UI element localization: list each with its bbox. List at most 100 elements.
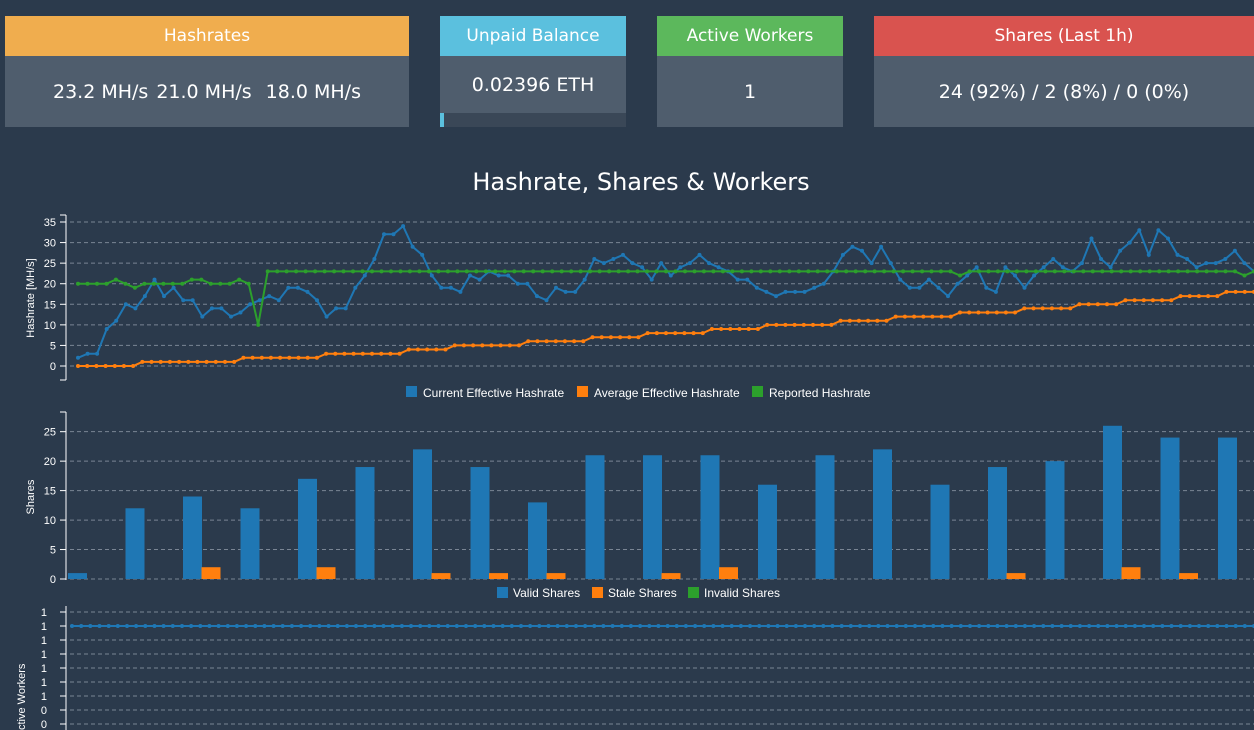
- hashrate-data-point: [1242, 273, 1247, 278]
- hashrates-card-values: 23.2 MH/s 21.0 MH/s 18.0 MH/s: [5, 56, 409, 127]
- hashrate-data-point: [1223, 269, 1228, 274]
- hashrate-data-point: [774, 294, 778, 299]
- workers-data-point: [784, 624, 789, 628]
- workers-data-point: [830, 624, 835, 628]
- workers-data-point: [848, 624, 853, 628]
- workers-data-point: [1178, 624, 1183, 628]
- current-hashrate-value: 23.2 MH/s: [53, 80, 149, 103]
- hashrate-data-point: [976, 310, 981, 315]
- workers-data-point: [170, 624, 175, 628]
- hashrate-data-point: [448, 285, 453, 290]
- hashrate-data-point: [1031, 306, 1036, 311]
- hashrate-data-point: [1003, 310, 1008, 315]
- hashrate-data-point: [132, 285, 137, 290]
- hashrate-data-point: [199, 277, 204, 282]
- hashrate-data-point: [709, 327, 714, 331]
- workers-data-point: [464, 624, 468, 628]
- workers-data-point: [1114, 624, 1119, 628]
- workers-data-point: [867, 624, 872, 628]
- hashrate-data-point: [635, 269, 640, 274]
- hashrate-data-point: [749, 269, 754, 274]
- workers-data-point: [683, 624, 688, 628]
- hashrate-data-point: [993, 289, 998, 294]
- workers-data-point: [289, 624, 294, 628]
- hashrate-data-point: [540, 269, 545, 274]
- hashrate-data-point: [559, 269, 564, 274]
- hashrate-data-point: [496, 273, 501, 278]
- hashrate-data-point: [640, 265, 645, 270]
- hashrate-data-point: [1032, 273, 1037, 278]
- hashrate-y-tick-label: 15: [44, 299, 56, 311]
- hashrate-data-point: [737, 327, 742, 331]
- workers-data-point: [399, 624, 404, 628]
- hashrate-data-point: [783, 289, 788, 294]
- hashrate-data-point: [1071, 269, 1076, 274]
- hashrate-data-point: [815, 269, 820, 274]
- hashrate-data-point: [758, 269, 763, 274]
- hashrate-data-point: [468, 273, 472, 278]
- hashrate-data-point: [592, 257, 597, 261]
- workers-data-point: [665, 624, 670, 628]
- workers-y-tick-label: 1: [41, 663, 47, 675]
- workers-data-point: [812, 624, 817, 628]
- hashrate-data-point: [1022, 306, 1027, 311]
- hashrate-data-point: [334, 306, 339, 311]
- hashrate-data-point: [1166, 269, 1171, 274]
- workers-data-point: [1068, 624, 1073, 628]
- valid-shares-bar: [1218, 437, 1237, 579]
- workers-data-point: [555, 624, 560, 628]
- shares-legend-label: Invalid Shares: [704, 586, 780, 600]
- hashrate-data-point: [76, 281, 80, 286]
- workers-data-point: [1096, 624, 1101, 628]
- workers-data-point: [766, 624, 771, 628]
- hashrates-card-title: Hashrates: [5, 16, 409, 56]
- hashrate-data-point: [563, 289, 568, 294]
- hashrate-legend-swatch: [752, 386, 763, 397]
- hashrate-data-point: [977, 269, 981, 274]
- hashrate-data-point: [1194, 265, 1199, 270]
- hashrate-data-point: [929, 269, 934, 274]
- hashrate-data-point: [597, 269, 602, 274]
- hashrate-data-point: [426, 269, 431, 274]
- hashrate-data-point: [1132, 298, 1137, 303]
- hashrate-data-point: [730, 269, 735, 274]
- hashrate-data-point: [142, 281, 147, 286]
- workers-y-tick-label: 1: [41, 607, 47, 619]
- shares-legend-label: Stale Shares: [608, 586, 677, 600]
- workers-data-point: [1206, 624, 1211, 628]
- workers-data-point: [1022, 624, 1027, 628]
- workers-data-point: [619, 624, 624, 628]
- hashrate-legend-label: Average Effective Hashrate: [594, 386, 740, 400]
- hashrate-data-point: [739, 269, 744, 274]
- charts-title: Hashrate, Shares & Workers: [472, 168, 810, 196]
- hashrate-data-point: [333, 351, 338, 356]
- hashrate-data-point: [917, 285, 922, 290]
- workers-data-point: [344, 624, 349, 628]
- workers-data-point: [775, 624, 780, 628]
- hashrate-data-point: [825, 269, 830, 274]
- hashrate-data-point: [754, 285, 759, 290]
- hashrate-data-point: [1060, 265, 1065, 270]
- workers-data-point: [958, 624, 963, 628]
- hashrate-data-point: [439, 285, 444, 290]
- hashrate-data-point: [926, 277, 931, 282]
- stale-shares-bar: [489, 573, 508, 579]
- workers-data-point: [409, 624, 413, 628]
- valid-shares-bar: [758, 484, 777, 579]
- workers-data-point: [564, 624, 569, 628]
- workers-data-point: [436, 624, 441, 628]
- workers-data-point: [1123, 624, 1128, 628]
- hashrate-data-point: [608, 335, 613, 340]
- hashrate-data-point: [920, 269, 925, 274]
- stale-shares-bar: [201, 567, 221, 579]
- hashrate-data-point: [379, 351, 384, 356]
- hashrate-data-point: [1137, 228, 1142, 233]
- workers-data-point: [986, 624, 991, 628]
- hashrate-data-point: [910, 269, 915, 274]
- hashrate-data-point: [76, 355, 80, 360]
- hashrate-data-point: [850, 244, 855, 249]
- valid-shares-bar: [873, 449, 892, 579]
- workers-data-point: [1151, 624, 1156, 628]
- workers-data-point: [509, 624, 514, 628]
- hashrate-data-point: [180, 281, 185, 286]
